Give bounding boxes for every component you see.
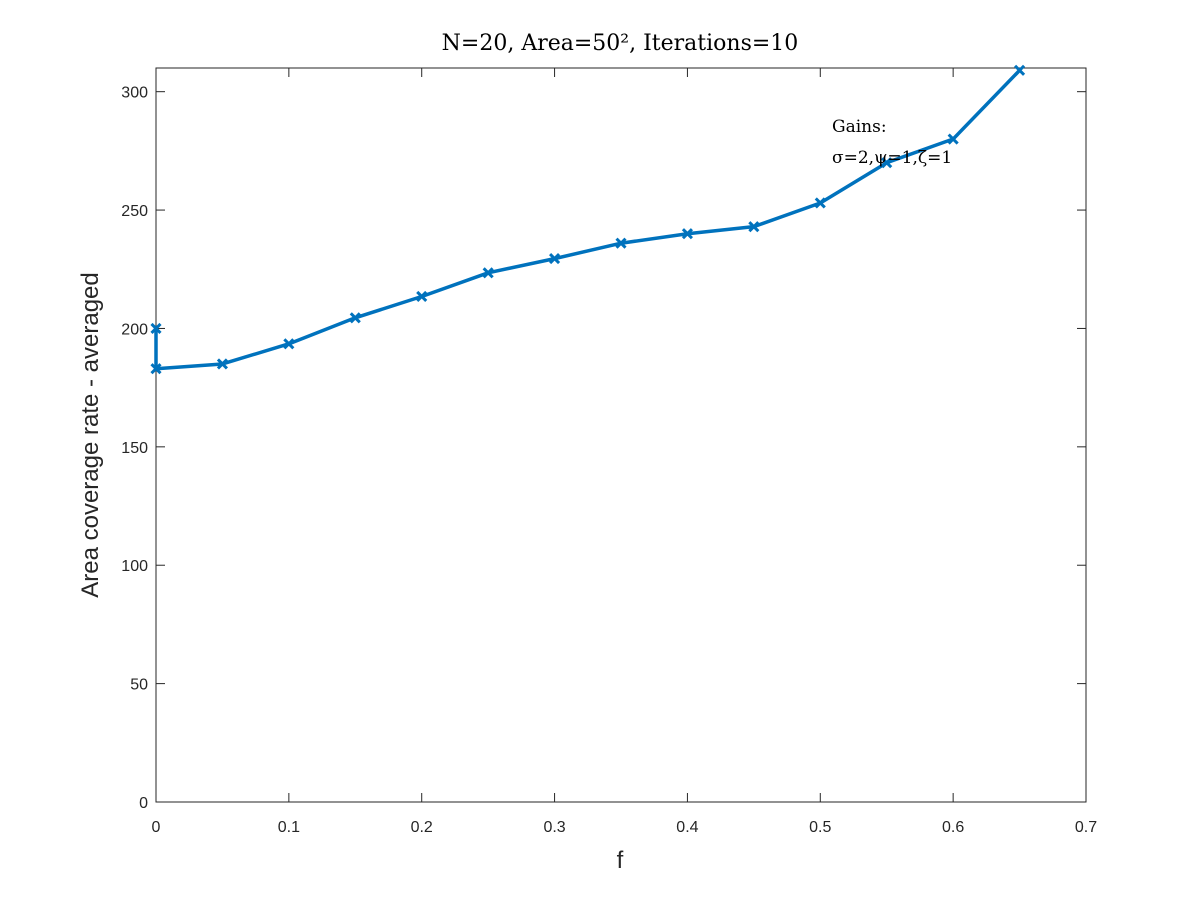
data-point-marker [814,197,826,209]
x-tick-label: 0.7 [1075,819,1097,836]
data-point-marker [416,290,428,303]
data-point-marker [150,363,162,375]
data-point-marker [1014,64,1026,76]
y-tick-label: 0 [139,795,148,812]
y-tick-label: 50 [130,677,148,694]
data-point-marker [216,358,228,370]
x-tick-label: 0 [152,819,161,836]
x-axis-label: f [617,847,624,874]
data-point-marker [150,322,162,335]
y-axis-label: Area coverage rate - averaged [77,272,104,598]
y-tick-label: 300 [121,85,148,102]
data-point-marker [947,133,959,145]
annotation-gains-values: σ=2,ψ=1,ζ=1 [832,148,952,168]
data-point-marker [549,253,561,265]
data-point-marker [283,338,295,350]
data-point-marker [681,228,693,240]
y-axis-ticks: 0 50 100 150 200 250 300 [121,85,1086,812]
series-layer [150,64,1026,375]
x-tick-label: 0.5 [809,819,831,836]
data-point-marker [482,267,494,279]
x-tick-label: 0.6 [942,819,964,836]
data-point-marker [615,237,627,249]
data-point-marker [748,221,760,233]
plot-area [155,67,1087,803]
data-point-marker [881,157,893,169]
annotation-gains-title: Gains: [832,117,887,137]
x-tick-label: 0.3 [543,819,565,836]
y-tick-label: 250 [121,203,148,220]
y-tick-label: 150 [121,440,148,457]
x-tick-label: 0.2 [411,819,433,836]
y-tick-label: 200 [121,321,148,338]
y-tick-label: 100 [121,558,148,575]
x-axis-ticks: 0 0.1 0.2 0.3 0.4 0.5 0.6 0.7 [152,68,1097,836]
data-point-marker [349,312,361,324]
x-tick-label: 0.4 [676,819,698,836]
x-tick-label: 0.1 [278,819,300,836]
chart-title: N=20, Area=50², Iterations=10 [442,31,799,56]
